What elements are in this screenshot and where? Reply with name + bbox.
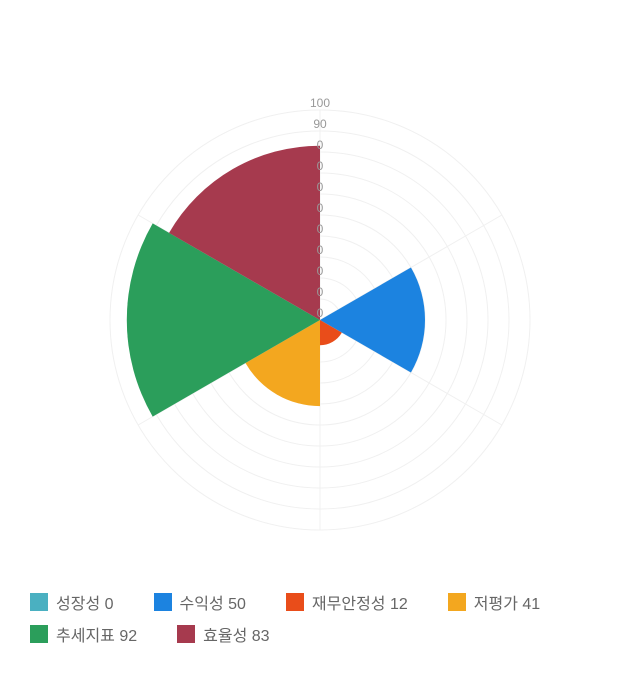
axis-tick-label: 0 <box>317 222 324 236</box>
legend-swatch <box>154 593 172 611</box>
legend-label: 성장성 0 <box>56 590 114 614</box>
legend-item: 효율성 83 <box>177 622 269 646</box>
legend-swatch <box>30 625 48 643</box>
legend-item: 저평가 41 <box>448 590 540 614</box>
axis-tick-label: 0 <box>317 159 324 173</box>
legend-label: 저평가 41 <box>474 590 540 614</box>
axis-tick-label: 0 <box>317 180 324 194</box>
legend-item: 성장성 0 <box>30 590 114 614</box>
legend-swatch <box>448 593 466 611</box>
legend-swatch <box>177 625 195 643</box>
axis-tick-label: 0 <box>317 306 324 320</box>
legend-label: 재무안정성 12 <box>312 590 408 614</box>
axis-tick-label: 100 <box>310 96 330 110</box>
axis-tick-label: 0 <box>317 264 324 278</box>
legend-label: 효율성 83 <box>203 622 269 646</box>
legend-swatch <box>30 593 48 611</box>
axis-tick-label: 0 <box>317 201 324 215</box>
polar-chart-svg: 0 0 0 0 0 0 0 0 0 90 100 <box>0 0 640 580</box>
legend-label: 수익성 50 <box>180 590 246 614</box>
legend-label: 추세지표 92 <box>56 622 137 646</box>
legend-item: 재무안정성 12 <box>286 590 408 614</box>
polar-chart-container: 0 0 0 0 0 0 0 0 0 90 100 <box>0 0 640 580</box>
legend: 성장성 0 수익성 50 재무안정성 12 저평가 41 추세지표 92 효율성… <box>0 580 640 656</box>
axis-tick-label: 0 <box>317 138 324 152</box>
axis-tick-label: 0 <box>317 285 324 299</box>
wedge <box>320 268 425 373</box>
axis-tick-label: 90 <box>313 117 327 131</box>
legend-item: 수익성 50 <box>154 590 246 614</box>
legend-swatch <box>286 593 304 611</box>
axis-tick-label: 0 <box>317 243 324 257</box>
legend-item: 추세지표 92 <box>30 622 137 646</box>
